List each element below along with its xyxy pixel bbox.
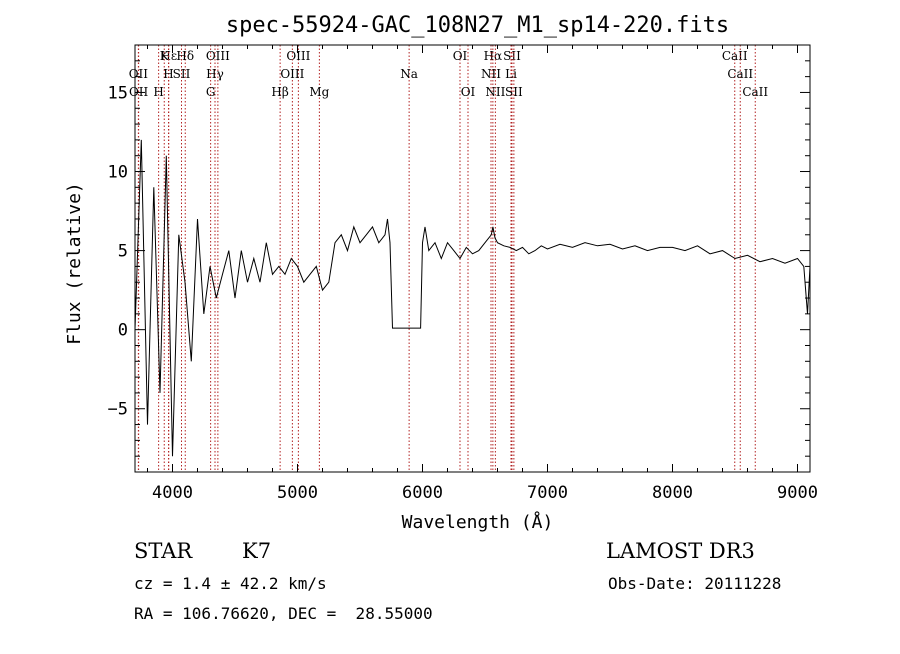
survey-name: LAMOST DR3 <box>606 539 755 563</box>
spectral-line-label: OIII <box>206 49 230 63</box>
spectrum-flux-line <box>134 139 811 457</box>
spectral-line-label: SII <box>505 85 523 99</box>
spectral-line-label: OI <box>461 85 476 99</box>
spectral-line-label: CaII <box>742 85 768 99</box>
observation-date: Obs-Date: 20111228 <box>608 574 782 593</box>
object-subclass: K7 <box>242 539 272 563</box>
spectral-line-label: Na <box>400 67 418 81</box>
spectral-line-label: CaII <box>722 49 748 63</box>
spectral-line-label: SII <box>173 67 191 81</box>
object-class: STAR <box>134 539 193 563</box>
spectral-line-label: Hα <box>484 49 503 63</box>
spectral-line-label: Hβ <box>271 85 288 99</box>
y-tick-label: 15 <box>108 83 128 103</box>
y-tick-label: 5 <box>118 242 128 262</box>
sky-coordinates: RA = 106.76620, DEC = 28.55000 <box>134 604 433 623</box>
spectral-line-label: OI <box>453 49 468 63</box>
x-tick-label: 5000 <box>277 483 318 503</box>
spectral-line-label: CaII <box>727 67 753 81</box>
x-axis-label: Wavelength (Å) <box>402 511 554 533</box>
spectral-line-label: G <box>206 85 216 99</box>
y-tick-label: −5 <box>108 400 128 420</box>
x-tick-label: 7000 <box>527 483 568 503</box>
spectral-line-label: H <box>163 67 173 81</box>
x-tick-label: 6000 <box>402 483 443 503</box>
y-tick-label: 10 <box>108 163 128 183</box>
spectral-line-label: OIII <box>280 67 304 81</box>
spectral-line-label: H <box>153 85 163 99</box>
spectral-line-label: OIII <box>286 49 310 63</box>
spectral-line-label: Hδ <box>176 49 194 63</box>
x-tick-label: 8000 <box>652 483 693 503</box>
spectral-line-label: Mg <box>309 85 329 99</box>
x-tick-label: 9000 <box>777 483 818 503</box>
spectral-line-label: Hγ <box>206 67 224 81</box>
plot-frame <box>134 44 811 473</box>
spectral-line-label: Li <box>505 67 517 81</box>
y-axis-label: Flux (relative) <box>64 182 85 345</box>
x-tick-label: 4000 <box>152 483 193 503</box>
chart-title: spec-55924-GAC_108N27_M1_sp14-220.fits <box>226 13 729 38</box>
spectral-line-label: K <box>160 49 170 63</box>
spectral-line-label: NII <box>481 67 501 81</box>
spectral-line-label: SII <box>503 49 521 63</box>
y-tick-label: 0 <box>118 321 128 341</box>
redshift-velocity: cz = 1.4 ± 42.2 km/s <box>134 574 327 593</box>
spectral-line-label: NII <box>485 85 505 99</box>
